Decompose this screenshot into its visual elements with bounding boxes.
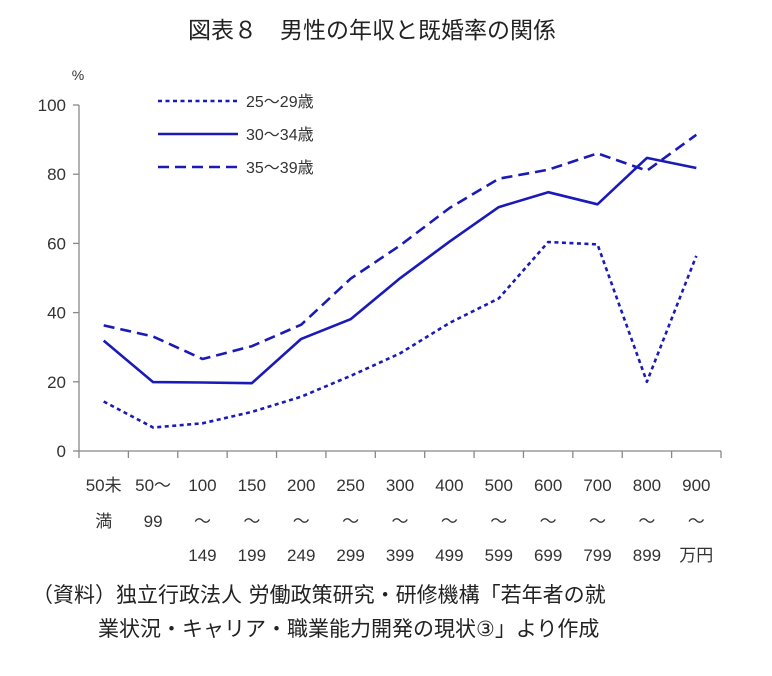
x-tick-label: 150 [238, 476, 266, 495]
x-tick-label: 700 [583, 476, 611, 495]
series-line-1 [103, 240, 698, 429]
legend: 25～29歳 30～34歳 35～39歳 [158, 93, 314, 177]
x-tick-label: ～ [589, 512, 606, 531]
series-line-2 [102, 156, 697, 385]
x-tick-label: 399 [386, 546, 414, 565]
x-tick-label: 299 [336, 546, 364, 565]
y-axis-unit: % [72, 67, 84, 83]
series-lines [102, 133, 698, 429]
y-tick-label: 100 [38, 96, 66, 115]
y-tick-label: 80 [47, 165, 66, 184]
y-tick-labels: 0 20 40 60 80 100 [38, 96, 66, 461]
x-tick-label: 249 [287, 546, 315, 565]
x-tick-label: ～ [441, 512, 458, 531]
x-tick-label: 499 [435, 546, 463, 565]
x-tick-label: ～ [293, 512, 310, 531]
x-tick-label: 400 [435, 476, 463, 495]
x-tick-label: 199 [238, 546, 266, 565]
x-tick-label: ～ [540, 512, 557, 531]
legend-label-3: 35～39歳 [246, 159, 314, 177]
series-line-3 [103, 133, 698, 361]
x-tick-label: 100 [188, 476, 216, 495]
source-line-2: 業状況・キャリア・職業能力開発の現状③」より作成 [98, 617, 600, 641]
x-tick-label: 799 [583, 546, 611, 565]
y-tick-label: 20 [47, 373, 66, 392]
chart-title: 図表８ 男性の年収と既婚率の関係 [188, 18, 556, 44]
x-tick-label: 599 [485, 546, 513, 565]
x-tick-label: 99 [144, 512, 163, 531]
x-tick-label: ～ [688, 512, 705, 531]
axes [73, 104, 722, 458]
y-tick-label: 60 [47, 234, 66, 253]
source-note: （資料）独立行政法人 労働政策研究・研修機構「若年者の就 業状況・キャリア・職業… [32, 578, 752, 646]
x-tick-label: ～ [638, 512, 655, 531]
x-tick-label: 50未 [86, 476, 122, 495]
x-tick-label: 万円 [679, 546, 713, 565]
x-tick-label: 500 [485, 476, 513, 495]
x-tick-label: 699 [534, 546, 562, 565]
x-tick-label: 50～ [135, 476, 171, 495]
x-tick-label: ～ [490, 512, 507, 531]
source-line-1: （資料）独立行政法人 労働政策研究・研修機構「若年者の就 [32, 583, 606, 607]
x-tick-label: 149 [188, 546, 216, 565]
x-tick-label: 600 [534, 476, 562, 495]
x-tick-label: ～ [243, 512, 260, 531]
x-tick-label: 899 [633, 546, 661, 565]
legend-label-2: 30～34歳 [246, 126, 314, 144]
y-tick-label: 0 [57, 442, 66, 461]
x-tick-label: 200 [287, 476, 315, 495]
x-tick-label: 300 [386, 476, 414, 495]
x-tick-label: ～ [194, 512, 211, 531]
x-tick-label: 250 [336, 476, 364, 495]
x-tick-label: 900 [682, 476, 710, 495]
x-tick-label: 満 [95, 512, 112, 531]
x-tick-label: ～ [392, 512, 409, 531]
legend-label-1: 25～29歳 [246, 93, 314, 111]
y-tick-label: 40 [47, 304, 66, 323]
x-tick-label: 800 [633, 476, 661, 495]
x-tick-label: ～ [342, 512, 359, 531]
